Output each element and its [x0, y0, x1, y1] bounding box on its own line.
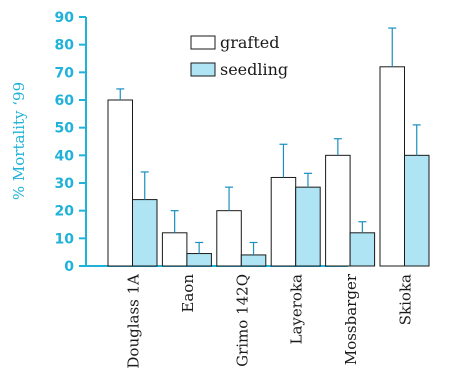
x-tick-label-0: Douglass 1A — [125, 274, 143, 369]
bar-seedling-4 — [349, 232, 376, 267]
error-bars — [116, 27, 421, 255]
y-tick-label-60: 60 — [55, 93, 75, 109]
bar-grafted-1 — [161, 232, 188, 267]
y-tick-label-30: 30 — [55, 176, 75, 192]
y-tick-label-40: 40 — [55, 148, 75, 164]
y-tick-label-10: 10 — [55, 231, 75, 247]
bar-seedling-3 — [295, 186, 321, 267]
y-tick-label-70: 70 — [55, 65, 75, 81]
legend-swatch-grafted — [190, 35, 216, 50]
y-tick-label-20: 20 — [55, 204, 75, 220]
bar-grafted-2 — [216, 210, 242, 267]
y-tick-label-80: 80 — [55, 38, 75, 54]
x-tick-label-4: Mossbarger — [342, 273, 360, 365]
y-tick-label-0: 0 — [64, 259, 74, 275]
x-tick-label-1: Eaon — [179, 274, 197, 313]
x-tick-label-5: Skioka — [397, 274, 415, 325]
bar-grafted-4 — [325, 154, 351, 267]
bars — [107, 66, 430, 267]
bar-grafted-5 — [379, 66, 405, 267]
y-tick-label-50: 50 — [55, 121, 75, 137]
bar-seedling-2 — [240, 254, 267, 267]
y-tick-label-90: 90 — [55, 10, 75, 26]
x-axis-labels: Douglass 1A Eaon Grimo 142Q Layeroka Mossbar… — [125, 273, 415, 368]
x-tick-label-2: Grimo 142Q — [233, 274, 251, 367]
bar-grafted-3 — [270, 176, 297, 267]
legend-swatch-seedling — [190, 62, 216, 77]
bar-seedling-5 — [404, 154, 430, 267]
bar-seedling-0 — [132, 199, 158, 267]
legend-label-grafted: grafted — [220, 33, 280, 52]
bar-grafted-0 — [107, 99, 133, 267]
bar-seedling-1 — [186, 253, 212, 267]
legend: grafted seedling — [190, 33, 288, 79]
legend-label-seedling: seedling — [220, 60, 288, 79]
y-axis-title: % Mortality ‘99 — [10, 82, 28, 200]
x-tick-label-3: Layeroka — [288, 274, 306, 345]
y-axis: 0 10 20 30 40 50 60 70 80 90 — [55, 10, 348, 275]
